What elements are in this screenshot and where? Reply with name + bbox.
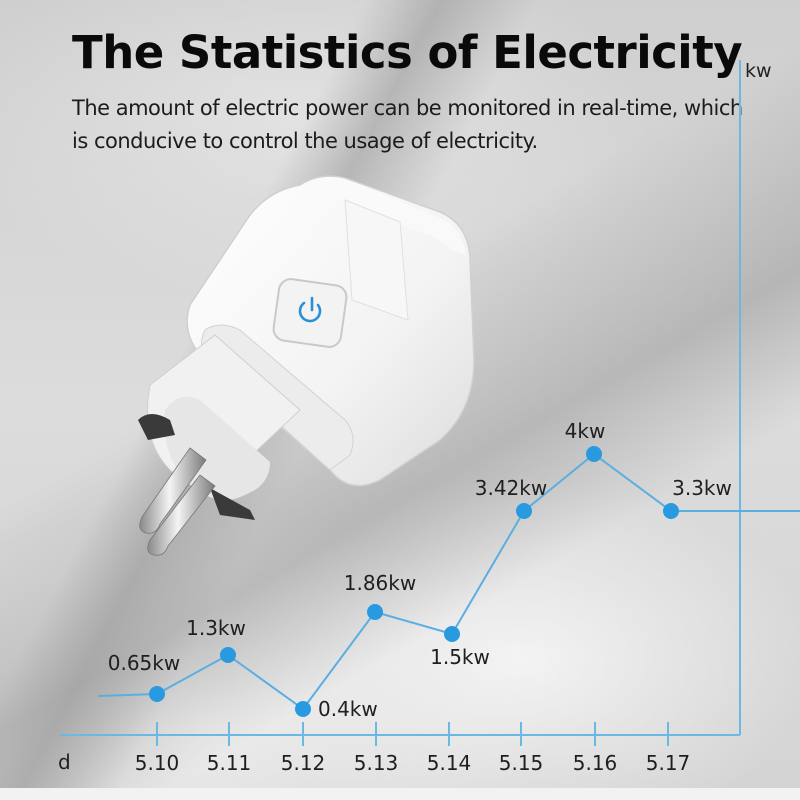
page-title: The Statistics of Electricity [72,26,743,79]
chart-axes: 5.10 5.11 5.12 5.13 5.14 5.15 5.16 5.17 [60,60,741,775]
x-tick-label: 5.13 [354,751,399,775]
data-label: 0.65kw [108,651,180,675]
x-tick-label: 5.10 [135,751,180,775]
data-point [220,647,236,663]
data-label: 1.5kw [430,645,490,669]
x-tick-label: 5.11 [207,751,252,775]
x-tick-label: 5.14 [427,751,472,775]
data-point [586,446,602,462]
data-label: 3.42kw [475,476,547,500]
power-button [272,278,348,348]
page-subtitle: The amount of electric power can be moni… [72,96,743,153]
x-tick-label: 5.12 [281,751,326,775]
x-tick-label: 5.16 [573,751,618,775]
data-point [149,686,165,702]
power-icon [298,296,322,323]
series-line [97,452,800,711]
data-label: 0.4kw [318,697,378,721]
plug-pins [139,447,216,556]
data-point [295,701,311,717]
data-point [516,503,532,519]
x-axis-label: d [58,750,71,774]
y-axis-label: kw [745,60,772,82]
data-label: 3.3kw [672,476,732,500]
data-point [444,626,460,642]
data-point [663,503,679,519]
data-point [367,604,383,620]
bottom-strip [0,788,800,800]
data-label: 1.3kw [186,616,246,640]
chart-series [97,446,800,717]
data-label: 1.86kw [344,571,416,595]
x-tick-label: 5.15 [499,751,544,775]
data-label: 4kw [565,419,606,443]
x-tick-label: 5.17 [646,751,691,775]
